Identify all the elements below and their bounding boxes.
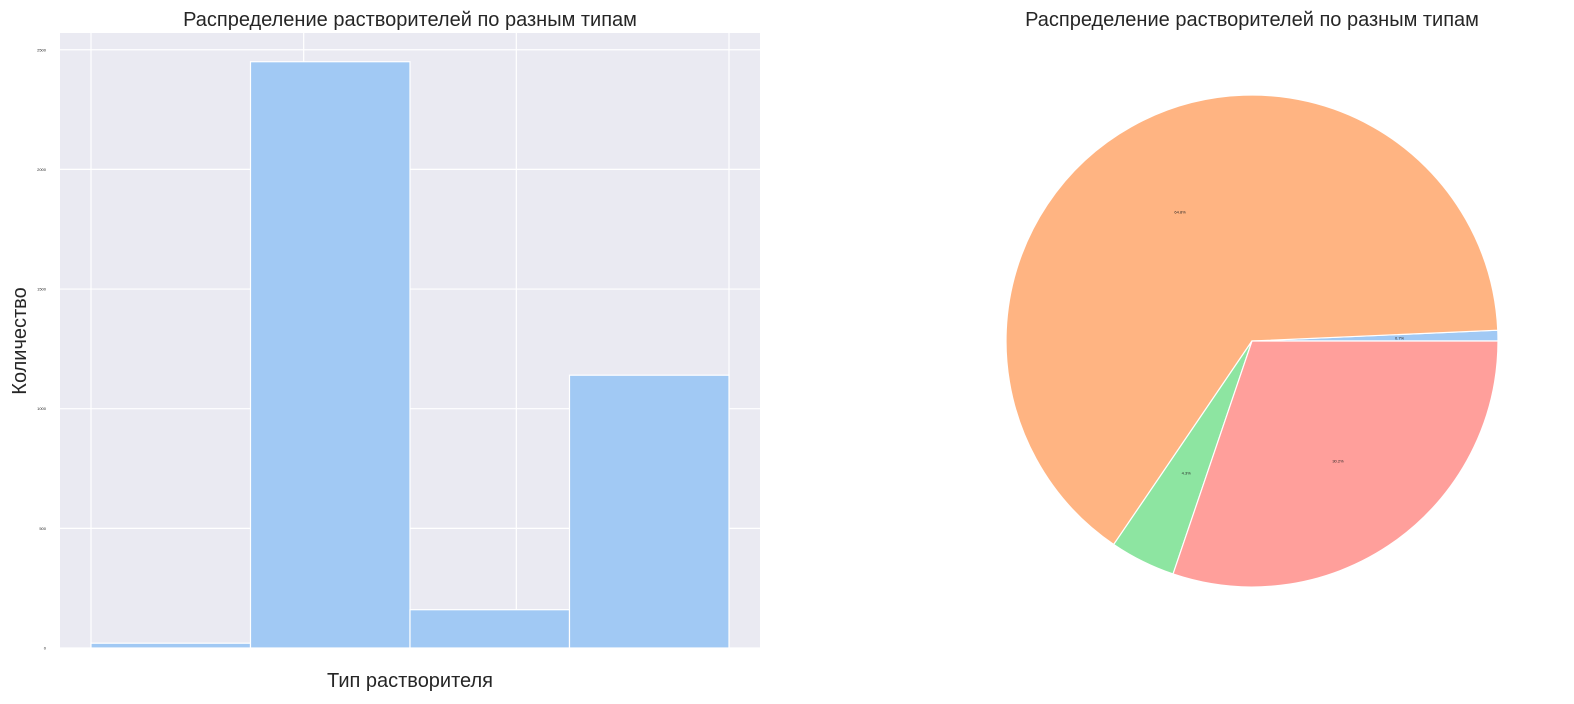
bar-chart: Распределение растворителей по разным ти… (9, 9, 760, 692)
pie-slices (1005, 94, 1499, 588)
bar-y-ticks: 0 500 1000 1500 2000 2500 (37, 47, 47, 650)
bar-y-axis-label: Количество (9, 287, 31, 394)
bar-bars (90, 61, 730, 649)
pie-percent-label: 30.2% (1332, 458, 1344, 463)
bar (249, 61, 411, 649)
bar-y-tick-label: 0 (44, 646, 47, 651)
pie-slice (1005, 94, 1499, 546)
bar-y-tick-label: 500 (39, 526, 46, 531)
pie-chart: Распределение растворителей по разным ти… (1005, 9, 1499, 588)
bar-y-tick-label: 2500 (37, 47, 47, 52)
bar-y-tick-label: 1000 (37, 406, 47, 411)
pie-slice (1172, 340, 1499, 588)
bar-chart-title: Распределение растворителей по разным ти… (183, 9, 637, 31)
pie-chart-title: Распределение растворителей по разным ти… (1025, 9, 1479, 31)
pie-labels: 0.7% 64.8% 4.3% 30.2% (1174, 210, 1404, 476)
pie-percent-label: 4.3% (1182, 471, 1192, 476)
bar-x-axis-label: Тип растворителя (327, 670, 493, 692)
bar (409, 609, 571, 649)
bar-y-tick-label: 1500 (37, 287, 47, 292)
pie-percent-label: 0.7% (1395, 335, 1405, 340)
bar-y-tick-label: 2000 (37, 167, 47, 172)
bar (568, 374, 730, 649)
bar (90, 642, 252, 649)
pie-percent-label: 64.8% (1174, 210, 1186, 215)
